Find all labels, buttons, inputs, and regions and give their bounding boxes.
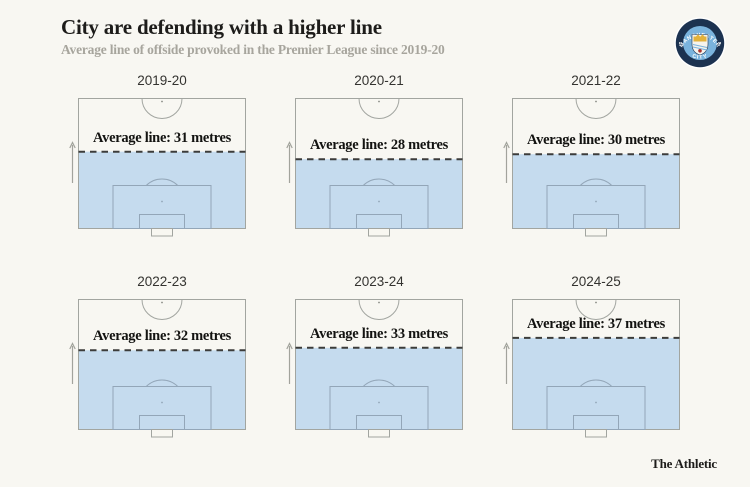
pitch-diagram	[286, 98, 463, 237]
pitch-diagram	[69, 98, 246, 237]
season-label: 2022-23	[137, 274, 187, 289]
pitch-diagram	[503, 299, 680, 438]
pitch-diagram	[503, 98, 680, 237]
the-athletic-logo: The Athletic	[651, 456, 717, 471]
pitch-wrap: Average line: 33 metres	[285, 299, 465, 440]
average-line-label: Average line: 28 metres	[310, 137, 448, 154]
page-title: City are defending with a higher line	[61, 15, 382, 39]
season-label: 2023-24	[354, 274, 404, 289]
pitch-wrap: Average line: 32 metres	[68, 299, 248, 440]
season-label: 2024-25	[571, 274, 621, 289]
pitch-card-2019-20: 2019-20 Average line: 31 metres	[68, 70, 248, 242]
man-city-crest-icon: MANCHESTER CITY	[674, 17, 726, 69]
season-label: 2019-20	[137, 73, 187, 88]
season-label: 2021-22	[571, 73, 621, 88]
pitch-diagram	[69, 299, 246, 438]
pitch-wrap: Average line: 30 metres	[502, 98, 682, 239]
pitch-card-2023-24: 2023-24 Average line: 33 metres	[285, 271, 465, 443]
pitch-wrap: Average line: 28 metres	[285, 98, 465, 239]
pitch-card-2024-25: 2024-25 Average line: 37 metres	[502, 271, 682, 443]
average-line-label: Average line: 33 metres	[310, 325, 448, 342]
pitch-card-2021-22: 2021-22 Average line: 30 metres	[502, 70, 682, 242]
svg-text:CITY: CITY	[691, 53, 708, 60]
pitch-wrap: Average line: 31 metres	[68, 98, 248, 239]
pitch-card-2022-23: 2022-23 Average line: 32 metres	[68, 271, 248, 443]
average-line-label: Average line: 32 metres	[93, 328, 231, 345]
average-line-label: Average line: 37 metres	[527, 315, 665, 332]
average-line-label: Average line: 31 metres	[93, 129, 231, 146]
pitch-card-2020-21: 2020-21 Average line: 28 metres	[285, 70, 465, 242]
page-subtitle: Average line of offside provoked in the …	[61, 42, 445, 57]
average-line-label: Average line: 30 metres	[527, 132, 665, 149]
pitch-diagram	[286, 299, 463, 438]
pitch-wrap: Average line: 37 metres	[502, 299, 682, 440]
season-label: 2020-21	[354, 73, 404, 88]
